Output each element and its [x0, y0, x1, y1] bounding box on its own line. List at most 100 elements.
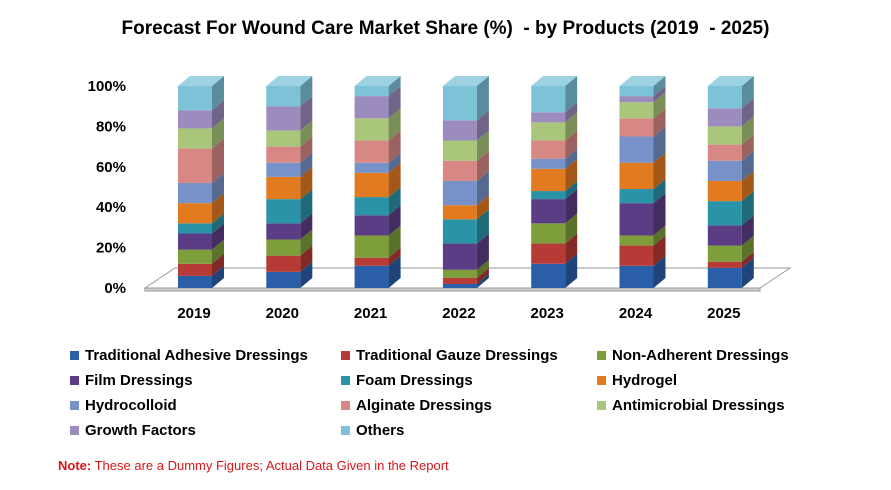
legend-item: Non-Adherent Dressings: [597, 344, 789, 366]
legend-label: Traditional Gauze Dressings: [356, 346, 558, 364]
bar-stack-2020: [266, 76, 313, 288]
y-tick-label: 60%: [96, 159, 126, 176]
bar-side-antimicrobial-dressings: [565, 112, 578, 141]
legend-item: Film Dressings: [70, 369, 193, 391]
bar-segment-alginate-dressings: [442, 160, 477, 181]
bar-segment-hydrocolloid: [531, 158, 566, 169]
bar-segment-traditional-gauze-dressings: [442, 277, 477, 284]
bar-side-film-dressings: [300, 213, 313, 240]
bar-side-growth-factors: [212, 100, 224, 129]
bar-segment-others: [354, 86, 389, 97]
bar-segment-foam-dressings: [266, 199, 301, 224]
bar-segment-hydrogel: [619, 162, 654, 190]
bar-stack-2025: [707, 76, 754, 288]
bar-side-growth-factors: [741, 98, 754, 127]
bar-side-foam-dressings: [741, 191, 754, 226]
bar-side-hydrocolloid: [476, 170, 489, 206]
bar-side-traditional-gauze-dressings: [300, 245, 313, 272]
bar-segment-film-dressings: [354, 215, 389, 236]
bar-top-face: [442, 76, 489, 86]
bar-segment-growth-factors: [266, 106, 301, 131]
bar-side-alginate-dressings: [300, 136, 313, 163]
bar-side-others: [212, 76, 224, 111]
bar-side-alginate-dressings: [653, 108, 666, 137]
legend-label: Film Dressings: [85, 371, 193, 389]
bar-side-others: [300, 76, 313, 107]
x-tick-label: 2024: [619, 305, 653, 322]
bar-side-antimicrobial-dressings: [741, 116, 754, 145]
bar-side-traditional-gauze-dressings: [476, 267, 489, 284]
bar-segment-others: [442, 86, 477, 121]
bar-side-non-adherent-dressings: [653, 225, 666, 246]
legend-swatch: [341, 400, 350, 410]
bar-segment-non-adherent-dressings: [707, 245, 742, 262]
note: Note: These are a Dummy Figures; Actual …: [58, 458, 449, 473]
bar-side-traditional-gauze-dressings: [388, 247, 401, 266]
bar-side-others: [476, 76, 489, 121]
note-label: Note:: [58, 458, 92, 473]
bar-segment-foam-dressings: [531, 191, 566, 200]
bar-stack-2021: [354, 76, 401, 288]
bar-segment-film-dressings: [531, 199, 566, 224]
bar-segment-hydrogel: [178, 203, 212, 224]
legend-item: Growth Factors: [70, 419, 196, 441]
chart-title: Forecast For Wound Care Market Share (%)…: [121, 18, 770, 39]
legend-item: Traditional Adhesive Dressings: [70, 344, 308, 366]
bar-side-non-adherent-dressings: [565, 213, 578, 244]
bar-side-antimicrobial-dressings: [388, 108, 401, 141]
bar-stack-2022: [442, 76, 489, 288]
legend-label: Alginate Dressings: [356, 396, 492, 414]
bar-segment-hydrogel: [707, 180, 742, 202]
bar-top-face: [354, 76, 401, 86]
bar-segment-antimicrobial-dressings: [531, 122, 566, 141]
bar-segment-hydrocolloid: [354, 162, 389, 173]
bar-segment-hydrocolloid: [707, 160, 742, 181]
bar-segment-others: [531, 86, 566, 113]
bar-segment-foam-dressings: [354, 197, 389, 216]
bar-segment-hydrogel: [354, 172, 389, 198]
bar-segment-traditional-gauze-dressings: [354, 257, 389, 266]
bar-segment-hydrocolloid: [619, 136, 654, 163]
bar-segment-antimicrobial-dressings: [442, 140, 477, 161]
bar-segment-growth-factors: [707, 108, 742, 127]
bar-side-film-dressings: [741, 215, 754, 246]
bar-segment-alginate-dressings: [354, 140, 389, 163]
bar-side-foam-dressings: [653, 179, 666, 204]
bar-side-growth-factors: [476, 110, 489, 141]
bar-side-foam-dressings: [476, 209, 489, 244]
bar-segment-growth-factors: [354, 96, 389, 119]
bar-segment-traditional-gauze-dressings: [266, 255, 301, 272]
bar-side-hydrocolloid: [741, 150, 754, 181]
bar-segment-hydrocolloid: [178, 182, 212, 204]
y-tick-label: 20%: [96, 240, 126, 257]
bar-side-non-adherent-dressings: [476, 259, 489, 278]
y-tick-label: 40%: [96, 199, 126, 216]
bar-segment-non-adherent-dressings: [178, 249, 212, 264]
bar-segment-alginate-dressings: [531, 140, 566, 159]
floor-edge: [144, 287, 761, 292]
bar-segment-alginate-dressings: [619, 118, 654, 137]
bar-side-traditional-adhesive-dressings: [476, 273, 489, 288]
legend-swatch: [70, 425, 79, 435]
bar-side-traditional-adhesive-dressings: [212, 265, 224, 288]
bar-top-face: [266, 76, 313, 86]
bar-side-hydrogel: [476, 195, 489, 220]
bar-side-traditional-adhesive-dressings: [741, 257, 754, 288]
legend-swatch: [597, 400, 606, 410]
bar-side-traditional-gauze-dressings: [741, 251, 754, 268]
y-tick-label: 0%: [104, 280, 126, 297]
bar-segment-traditional-adhesive-dressings: [707, 267, 742, 288]
bar-side-hydrogel: [741, 170, 754, 202]
bar-segment-growth-factors: [531, 112, 566, 123]
y-axis: 0% 20% 40% 60% 80% 100%: [88, 78, 126, 297]
bar-segment-antimicrobial-dressings: [354, 118, 389, 141]
legend-label: Hydrocolloid: [85, 396, 177, 414]
bar-segment-alginate-dressings: [266, 146, 301, 163]
x-tick-label: 2021: [354, 305, 387, 322]
note-text: These are a Dummy Figures; Actual Data G…: [91, 458, 449, 473]
bar-side-others: [653, 76, 666, 97]
legend-swatch: [70, 375, 79, 385]
y-tick-label: 80%: [96, 118, 126, 135]
bar-segment-non-adherent-dressings: [354, 235, 389, 258]
bar-side-film-dressings: [212, 223, 224, 250]
